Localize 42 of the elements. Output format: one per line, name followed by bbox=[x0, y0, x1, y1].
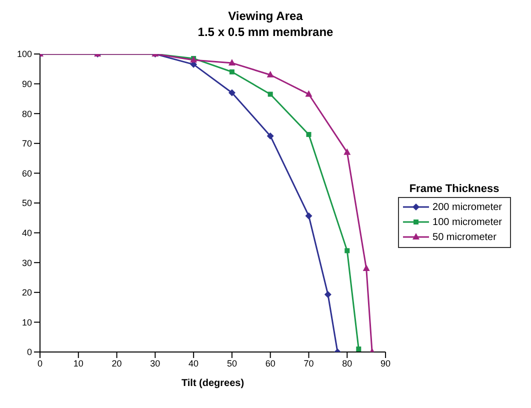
x-tick-label: 80 bbox=[342, 358, 352, 368]
x-tick-label: 0 bbox=[37, 358, 43, 368]
point bbox=[305, 212, 312, 220]
y-tick-label: 100 bbox=[16, 49, 32, 60]
y-tick-label: 50 bbox=[22, 198, 32, 208]
point bbox=[305, 90, 312, 97]
y-tick-label: 30 bbox=[22, 258, 32, 268]
point bbox=[266, 70, 274, 78]
x-tick-label: 90 bbox=[380, 358, 391, 368]
x-tick-label: 20 bbox=[112, 358, 122, 368]
legend-title: Frame Thickness bbox=[408, 182, 500, 194]
y-tick-label: 90 bbox=[22, 78, 32, 89]
y-tick-label: 10 bbox=[22, 317, 32, 328]
y-tick-label: 70 bbox=[22, 138, 32, 149]
point bbox=[228, 58, 236, 66]
y-tick-label: 80 bbox=[22, 108, 32, 119]
y-tick-label: 60 bbox=[22, 168, 32, 178]
x-tick-label: 60 bbox=[265, 358, 276, 368]
point bbox=[306, 132, 312, 137]
point bbox=[268, 92, 273, 97]
point bbox=[344, 248, 350, 254]
x-tick-label: 10 bbox=[73, 358, 84, 368]
legend-label: 100 micrometer bbox=[432, 216, 502, 228]
y-tick-label: 40 bbox=[22, 228, 32, 238]
chart-subtitle: 1.5 x 0.5 mm membrane bbox=[196, 24, 334, 40]
point bbox=[266, 132, 274, 140]
point bbox=[324, 290, 332, 298]
point bbox=[229, 69, 234, 74]
point bbox=[344, 148, 351, 155]
point bbox=[356, 346, 362, 352]
x-tick-label: 70 bbox=[304, 358, 314, 368]
x-tick-label: 50 bbox=[226, 358, 237, 368]
legend-label: 50 micrometer bbox=[432, 232, 496, 242]
x-tick-label: 40 bbox=[188, 358, 199, 368]
chart-title: Viewing Area bbox=[227, 8, 304, 24]
y-tick-label: 20 bbox=[22, 288, 32, 298]
x-tick-label: 30 bbox=[150, 358, 160, 368]
y-tick-label: 0 bbox=[26, 347, 32, 358]
point bbox=[228, 89, 236, 96]
point bbox=[362, 264, 370, 272]
legend-label: 200 micrometer bbox=[432, 202, 502, 212]
x-axis-title: Tilt (degrees) bbox=[181, 378, 244, 389]
